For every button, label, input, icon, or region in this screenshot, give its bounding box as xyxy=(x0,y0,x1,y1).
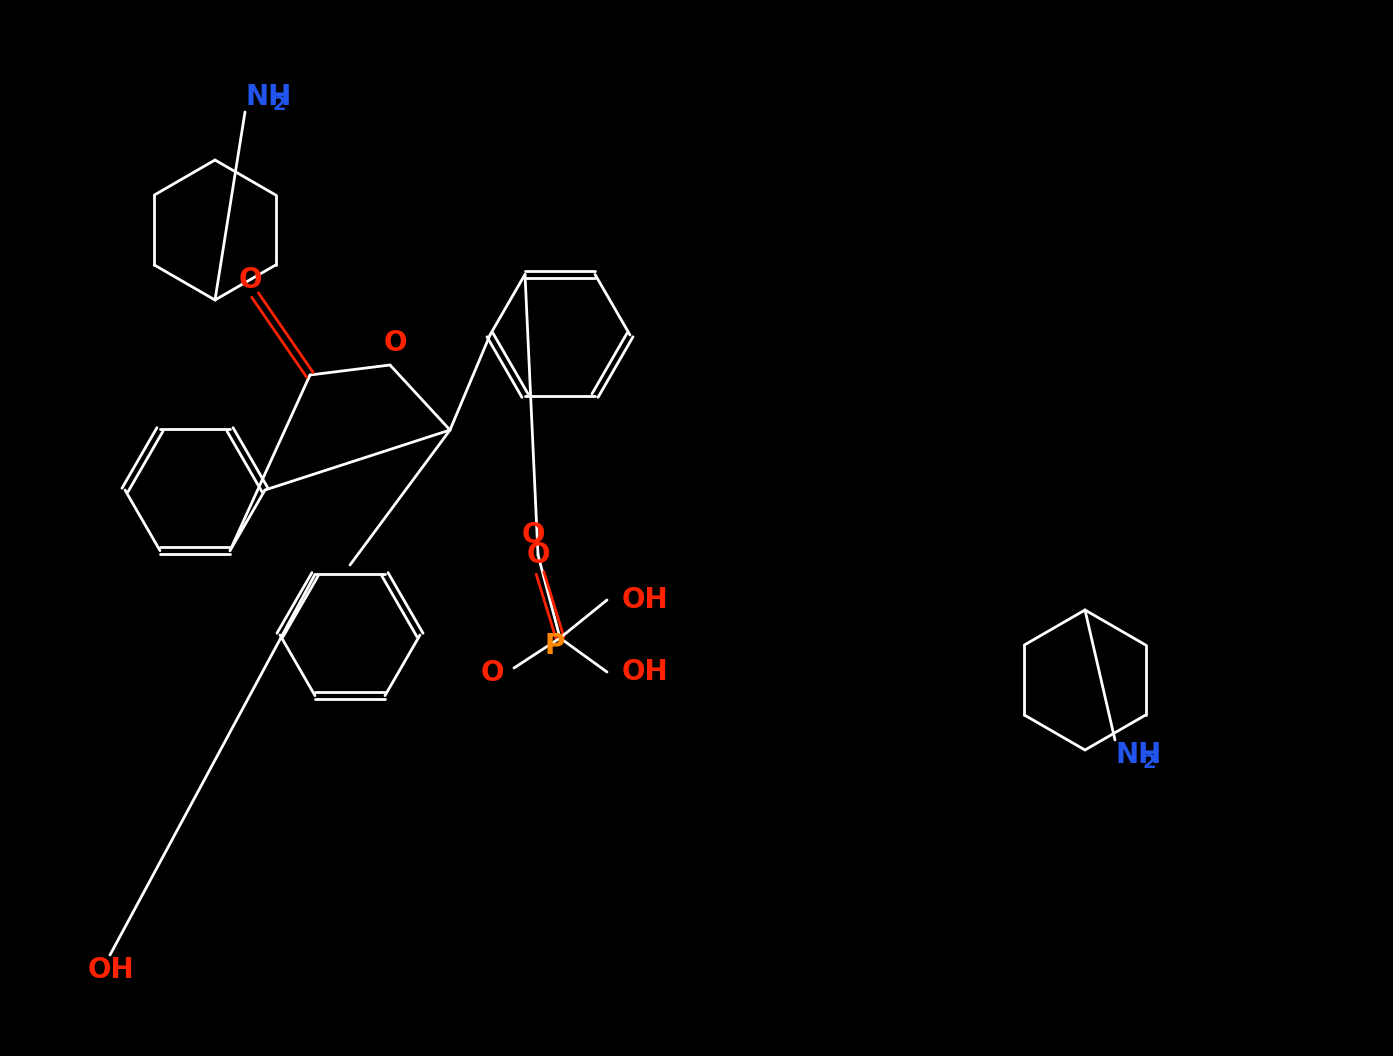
Text: 2: 2 xyxy=(273,94,287,113)
Text: P: P xyxy=(545,631,566,660)
Text: 2: 2 xyxy=(1144,753,1156,772)
Text: NH: NH xyxy=(1114,741,1162,769)
Text: OH: OH xyxy=(623,658,669,686)
Text: O: O xyxy=(383,329,407,357)
Text: O: O xyxy=(521,521,545,549)
Text: OH: OH xyxy=(88,956,135,984)
Text: O: O xyxy=(527,541,550,569)
Text: O: O xyxy=(481,659,504,687)
Text: O: O xyxy=(238,266,262,294)
Text: NH: NH xyxy=(245,83,291,111)
Text: OH: OH xyxy=(623,586,669,614)
